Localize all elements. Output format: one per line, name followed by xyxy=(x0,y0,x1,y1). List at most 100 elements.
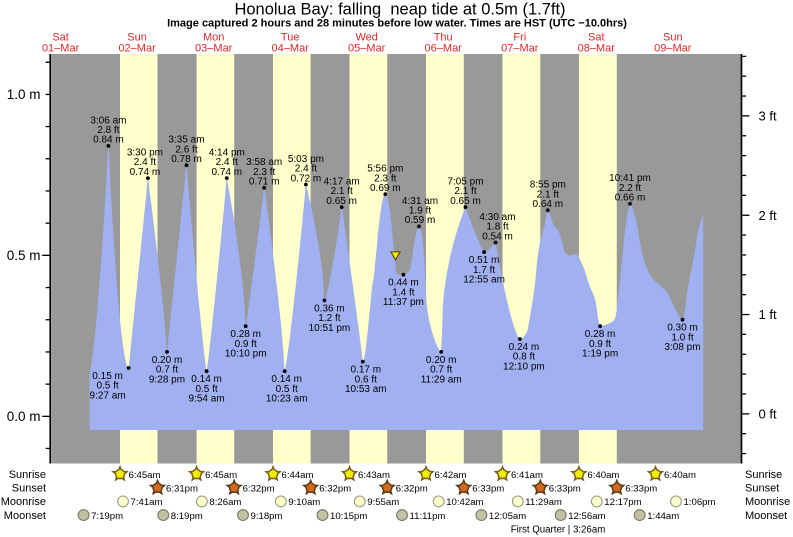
svg-text:0.84 m: 0.84 m xyxy=(93,135,124,146)
svg-text:12:05am: 12:05am xyxy=(489,511,526,522)
svg-text:09–Mar: 09–Mar xyxy=(654,43,692,55)
svg-text:0.15 m: 0.15 m xyxy=(92,371,123,382)
svg-text:Thu: Thu xyxy=(434,32,453,44)
svg-text:7:05 pm: 7:05 pm xyxy=(447,177,483,188)
svg-text:12:55 am: 12:55 am xyxy=(463,275,505,286)
svg-text:9:54 am: 9:54 am xyxy=(189,394,225,405)
svg-text:10:23 am: 10:23 am xyxy=(266,394,308,405)
svg-text:0.17 m: 0.17 m xyxy=(351,365,382,376)
svg-text:Moonrise: Moonrise xyxy=(1,496,46,508)
svg-text:3:30 pm: 3:30 pm xyxy=(127,148,163,159)
svg-text:0.51 m: 0.51 m xyxy=(469,255,500,266)
svg-text:6:33pm: 6:33pm xyxy=(472,484,504,495)
svg-text:Sun: Sun xyxy=(127,32,147,44)
svg-text:2.6 ft: 2.6 ft xyxy=(175,144,197,155)
svg-text:Sunrise: Sunrise xyxy=(9,469,46,481)
svg-text:6:33pm: 6:33pm xyxy=(625,484,657,495)
svg-text:2.2 ft: 2.2 ft xyxy=(619,183,641,194)
svg-text:Moonset: Moonset xyxy=(745,510,787,522)
svg-text:0.65 m: 0.65 m xyxy=(450,196,481,207)
svg-text:01–Mar: 01–Mar xyxy=(42,43,80,55)
svg-text:5:03 pm: 5:03 pm xyxy=(288,154,324,165)
svg-text:5:56 pm: 5:56 pm xyxy=(367,164,403,175)
svg-text:2.1 ft: 2.1 ft xyxy=(454,186,476,197)
svg-text:7:41am: 7:41am xyxy=(131,497,163,508)
svg-text:0.0 m: 0.0 m xyxy=(7,409,41,424)
svg-text:0 ft: 0 ft xyxy=(759,407,777,422)
svg-text:0.44 m: 0.44 m xyxy=(388,278,419,289)
svg-text:8:26am: 8:26am xyxy=(209,497,241,508)
svg-text:0.24 m: 0.24 m xyxy=(509,342,540,353)
svg-text:2.8 ft: 2.8 ft xyxy=(97,125,119,136)
svg-text:12:56am: 12:56am xyxy=(568,511,605,522)
svg-text:03–Mar: 03–Mar xyxy=(195,43,233,55)
svg-text:10:41 pm: 10:41 pm xyxy=(609,173,651,184)
svg-text:3 ft: 3 ft xyxy=(759,109,777,124)
svg-text:7:19pm: 7:19pm xyxy=(91,511,123,522)
svg-text:0.54 m: 0.54 m xyxy=(482,231,513,242)
svg-text:Mon: Mon xyxy=(203,32,224,44)
svg-text:First Quarter | 3:26am: First Quarter | 3:26am xyxy=(511,525,606,536)
svg-text:1:06pm: 1:06pm xyxy=(684,497,716,508)
svg-text:0.5 ft: 0.5 ft xyxy=(96,381,118,392)
svg-text:Moonrise: Moonrise xyxy=(745,496,790,508)
svg-text:0.14 m: 0.14 m xyxy=(191,374,222,385)
svg-text:6:45am: 6:45am xyxy=(129,470,161,481)
svg-text:9:27 am: 9:27 am xyxy=(90,390,126,401)
svg-text:0.9 ft: 0.9 ft xyxy=(235,339,257,350)
svg-text:9:10am: 9:10am xyxy=(288,497,320,508)
svg-text:6:41am: 6:41am xyxy=(511,470,543,481)
svg-text:2.3 ft: 2.3 ft xyxy=(253,167,275,178)
svg-text:6:42am: 6:42am xyxy=(435,470,467,481)
svg-text:2.4 ft: 2.4 ft xyxy=(134,157,156,168)
svg-text:Sat: Sat xyxy=(52,32,69,44)
svg-text:3:58 am: 3:58 am xyxy=(246,157,282,168)
svg-text:0.7 ft: 0.7 ft xyxy=(156,365,178,376)
svg-text:Sun: Sun xyxy=(663,32,683,44)
svg-text:6:32pm: 6:32pm xyxy=(243,484,275,495)
svg-text:4:17 am: 4:17 am xyxy=(324,177,360,188)
svg-text:1.8 ft: 1.8 ft xyxy=(486,222,508,233)
svg-text:12:17pm: 12:17pm xyxy=(604,497,641,508)
svg-text:Wed: Wed xyxy=(355,32,377,44)
svg-text:Sunrise: Sunrise xyxy=(745,469,782,481)
svg-text:Honolua Bay: falling neap tid: Honolua Bay: falling neap tide at 0.5m (… xyxy=(234,1,565,19)
svg-text:6:44am: 6:44am xyxy=(282,470,314,481)
svg-text:6:33pm: 6:33pm xyxy=(549,484,581,495)
svg-text:10:51 pm: 10:51 pm xyxy=(309,323,351,334)
svg-text:11:29 am: 11:29 am xyxy=(421,374,462,385)
svg-text:9:55am: 9:55am xyxy=(367,497,399,508)
svg-text:3:08 pm: 3:08 pm xyxy=(664,342,700,353)
svg-text:05–Mar: 05–Mar xyxy=(348,43,386,55)
svg-text:1.0 m: 1.0 m xyxy=(7,87,41,102)
svg-text:0.28 m: 0.28 m xyxy=(585,329,616,340)
svg-text:08–Mar: 08–Mar xyxy=(578,43,616,55)
svg-text:1:44am: 1:44am xyxy=(647,511,679,522)
svg-text:Sunset: Sunset xyxy=(12,483,46,495)
svg-text:2.4 ft: 2.4 ft xyxy=(295,164,317,175)
svg-text:Sat: Sat xyxy=(588,32,605,44)
svg-text:04–Mar: 04–Mar xyxy=(272,43,310,55)
svg-text:6:45am: 6:45am xyxy=(205,470,237,481)
svg-text:0.74 m: 0.74 m xyxy=(130,167,161,178)
svg-text:12:10 pm: 12:10 pm xyxy=(503,361,545,372)
svg-text:Image captured 2 hours and 28: Image captured 2 hours and 28 minutes be… xyxy=(167,18,627,30)
svg-text:0.20 m: 0.20 m xyxy=(152,355,183,366)
svg-text:10:53 am: 10:53 am xyxy=(345,384,387,395)
svg-text:2.4 ft: 2.4 ft xyxy=(216,157,238,168)
svg-text:07–Mar: 07–Mar xyxy=(501,43,539,55)
svg-text:0.65 m: 0.65 m xyxy=(326,196,357,207)
svg-text:2.3 ft: 2.3 ft xyxy=(374,173,396,184)
svg-text:10:42am: 10:42am xyxy=(446,497,483,508)
svg-text:11:11pm: 11:11pm xyxy=(410,511,446,522)
svg-text:Moonset: Moonset xyxy=(4,510,46,522)
svg-text:4:30 am: 4:30 am xyxy=(479,212,515,223)
svg-text:8:55 pm: 8:55 pm xyxy=(530,180,566,191)
svg-text:1.9 ft: 1.9 ft xyxy=(409,206,431,217)
svg-text:6:40am: 6:40am xyxy=(664,470,696,481)
svg-text:1.2 ft: 1.2 ft xyxy=(318,313,340,324)
svg-text:0.5 ft: 0.5 ft xyxy=(276,384,298,395)
svg-text:1.4 ft: 1.4 ft xyxy=(392,287,414,298)
svg-text:11:29am: 11:29am xyxy=(525,497,562,508)
svg-text:0.72 m: 0.72 m xyxy=(291,173,322,184)
